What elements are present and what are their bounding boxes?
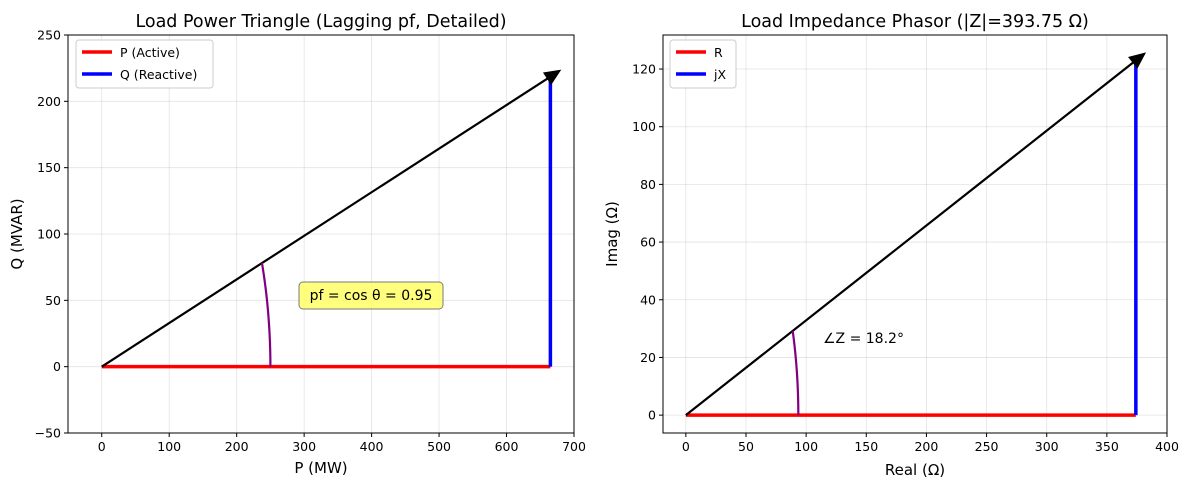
y-axis-label: Imag (Ω) <box>603 201 621 267</box>
y-tick-label: 0 <box>53 359 61 374</box>
legend-label-p: P (Active) <box>120 45 180 60</box>
x-tick-label: 50 <box>738 439 754 454</box>
x-tick-label: 500 <box>427 439 451 454</box>
x-tick-label: 300 <box>1035 439 1059 454</box>
y-tick-label: 250 <box>37 28 61 43</box>
legend: P (Active) Q (Reactive) <box>75 39 214 89</box>
y-tick-label: −50 <box>35 426 61 441</box>
x-tick-label: 300 <box>292 439 316 454</box>
vector-arrowhead <box>542 69 562 86</box>
x-tick-label: 100 <box>157 439 181 454</box>
x-tick-label: 400 <box>1155 439 1179 454</box>
resultant-vector <box>101 75 551 368</box>
y-axis-label: Q (MVAR) <box>8 198 26 269</box>
legend-label-q: Q (Reactive) <box>120 67 197 82</box>
x-tick-label: 350 <box>1095 439 1119 454</box>
resultant-vector <box>685 59 1137 416</box>
chart-title: Load Power Triangle (Lagging pf, Detaile… <box>135 12 506 32</box>
impedance-phasor-chart: 0 50 100 150 200 250 300 350 400020406080100120 … <box>603 12 1179 479</box>
y-tick-label: 50 <box>45 293 61 308</box>
legend-label-r: R <box>714 45 723 60</box>
y-tick-label: 0 <box>648 408 656 423</box>
x-axis-label: P (MW) <box>294 459 347 477</box>
y-tick-label: 120 <box>632 62 656 77</box>
x-tick-label: 600 <box>495 439 519 454</box>
angle-annotation: ∠Z = 18.2° <box>823 331 904 347</box>
chart-title: Load Impedance Phasor (|Z|=393.75 Ω) <box>741 12 1089 32</box>
axis-ticks: 0 50 100 150 200 250 300 350 400 0 20 40 60 80 100 120 <box>632 62 1179 454</box>
annotation-box <box>298 281 444 310</box>
y-tick-label: 80 <box>640 177 656 192</box>
x-tick-label: 400 <box>360 439 384 454</box>
pf-annotation: pf = cos θ = 0.95 <box>298 281 444 310</box>
axis-ticks: 0 100 200 300 400 500 600 700 −50 0 50 100 150 200 250 <box>35 28 586 455</box>
plot-frame <box>662 34 1168 434</box>
y-tick-label: 60 <box>640 235 656 250</box>
x-tick-label: 250 <box>975 439 999 454</box>
y-tick-label: 100 <box>632 119 656 134</box>
legend: R jX <box>669 39 737 89</box>
data-marks <box>101 69 562 369</box>
y-tick-label: 200 <box>37 94 61 109</box>
vector-arrowhead <box>1128 52 1147 69</box>
y-tick-label: 150 <box>37 160 61 175</box>
x-tick-label: 0 <box>682 439 690 454</box>
legend-label-jx: jX <box>713 67 726 82</box>
power-triangle-chart: 0 100 200 300 400 500 600 700 −50 0 50 100 150 200 250… <box>8 12 586 477</box>
x-tick-label: 100 <box>794 439 818 454</box>
y-tick-label: 20 <box>640 350 656 365</box>
annotation-text: pf = cos θ = 0.95 <box>310 288 433 304</box>
y-tick-label: 40 <box>640 292 656 307</box>
x-tick-label: 700 <box>562 439 586 454</box>
angle-arc <box>791 330 800 416</box>
x-axis-label: Real (Ω) <box>885 461 945 479</box>
x-tick-label: 150 <box>854 439 878 454</box>
y-tick-label: 100 <box>37 227 61 242</box>
x-tick-label: 200 <box>225 439 249 454</box>
angle-arc <box>260 262 272 367</box>
legend-frame <box>669 39 737 89</box>
x-tick-label: 0 <box>98 439 106 454</box>
data-marks <box>685 52 1147 417</box>
x-tick-label: 200 <box>914 439 938 454</box>
